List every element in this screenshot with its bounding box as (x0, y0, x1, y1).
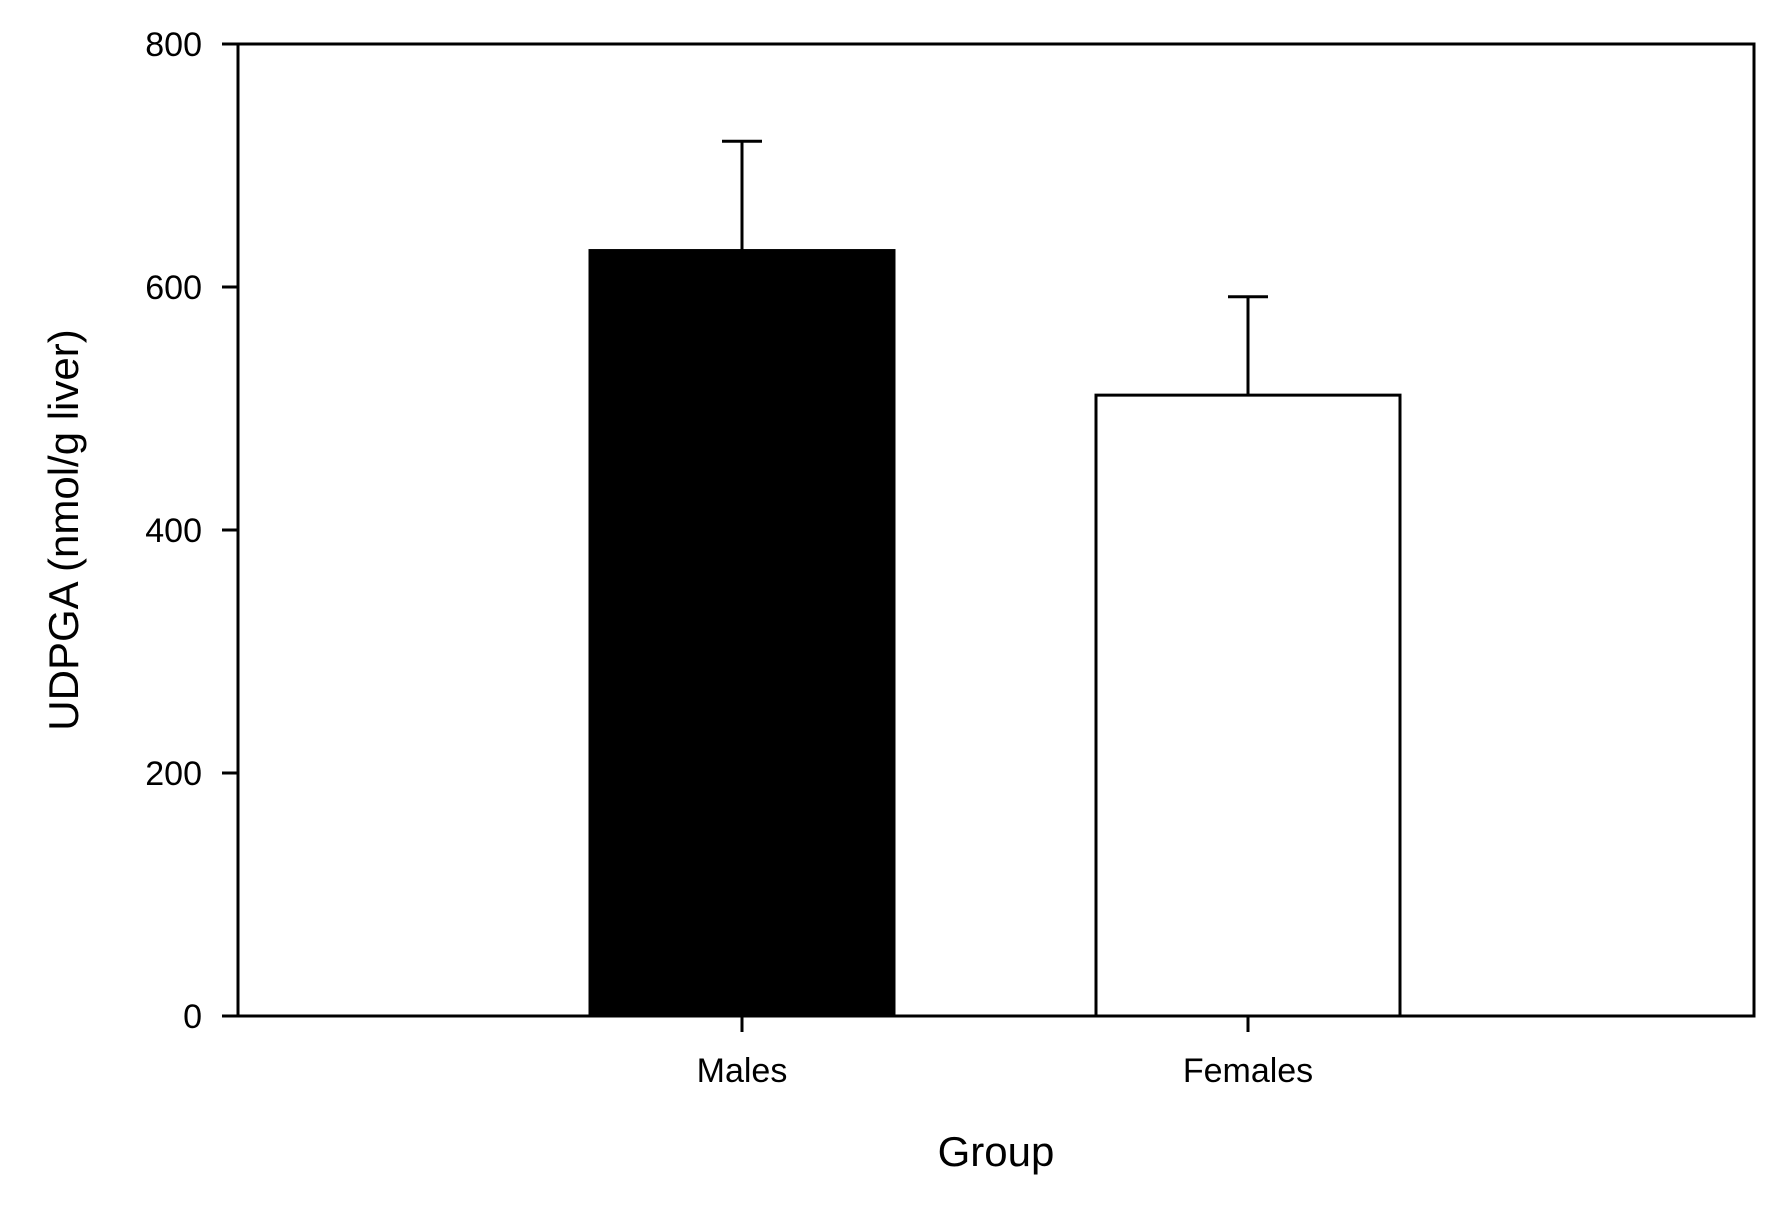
x-axis-ticks: Males Females (697, 1016, 1313, 1090)
plot-frame (236, 42, 1756, 1018)
y-axis-ticks: 0 200 400 600 800 (145, 26, 238, 1036)
y-tick-label: 800 (145, 26, 202, 64)
bar-females (1094, 393, 1402, 1018)
y-tick-label: 0 (183, 998, 202, 1036)
bar-males (588, 249, 896, 1018)
y-tick-label: 400 (145, 512, 202, 550)
y-tick-label: 200 (145, 755, 202, 793)
x-tick-label: Females (1183, 1052, 1313, 1090)
y-axis-title: UDPGA (nmol/g liver) (40, 329, 87, 730)
bars (588, 139, 1402, 1018)
y-tick-label: 600 (145, 269, 202, 307)
x-tick-label: Males (697, 1052, 788, 1090)
x-axis-title: Group (938, 1128, 1055, 1175)
